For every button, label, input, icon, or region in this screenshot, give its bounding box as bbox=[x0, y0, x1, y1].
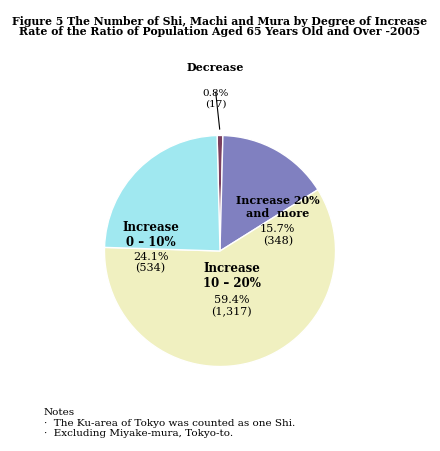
Text: Notes: Notes bbox=[44, 408, 75, 417]
Text: Increase 20%
and  more: Increase 20% and more bbox=[236, 195, 319, 219]
Text: 24.1%
(534): 24.1% (534) bbox=[133, 252, 169, 274]
Text: 0.8%
(17): 0.8% (17) bbox=[202, 89, 228, 109]
Text: 59.4%
(1,317): 59.4% (1,317) bbox=[211, 295, 252, 318]
Wedge shape bbox=[217, 135, 223, 251]
Text: Increase
10 – 20%: Increase 10 – 20% bbox=[202, 262, 260, 290]
Text: 15.7%
(348): 15.7% (348) bbox=[260, 224, 295, 246]
Wedge shape bbox=[104, 190, 336, 367]
Text: ·  The Ku-area of Tokyo was counted as one Shi.: · The Ku-area of Tokyo was counted as on… bbox=[44, 419, 295, 428]
Text: Rate of the Ratio of Population Aged 65 Years Old and Over -2005: Rate of the Ratio of Population Aged 65 … bbox=[19, 26, 421, 37]
Text: ·  Excluding Miyake-mura, Tokyo-to.: · Excluding Miyake-mura, Tokyo-to. bbox=[44, 429, 233, 438]
Text: Increase
0 – 10%: Increase 0 – 10% bbox=[122, 221, 179, 249]
Wedge shape bbox=[220, 135, 318, 251]
Wedge shape bbox=[105, 135, 220, 251]
Text: Figure 5 The Number of Shi, Machi and Mura by Degree of Increase: Figure 5 The Number of Shi, Machi and Mu… bbox=[12, 16, 428, 27]
Text: Decrease: Decrease bbox=[187, 62, 244, 73]
